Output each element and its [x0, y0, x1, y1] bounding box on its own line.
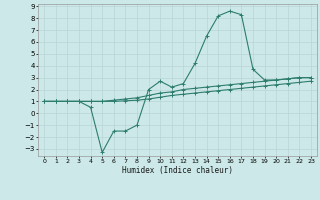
X-axis label: Humidex (Indice chaleur): Humidex (Indice chaleur): [122, 166, 233, 175]
